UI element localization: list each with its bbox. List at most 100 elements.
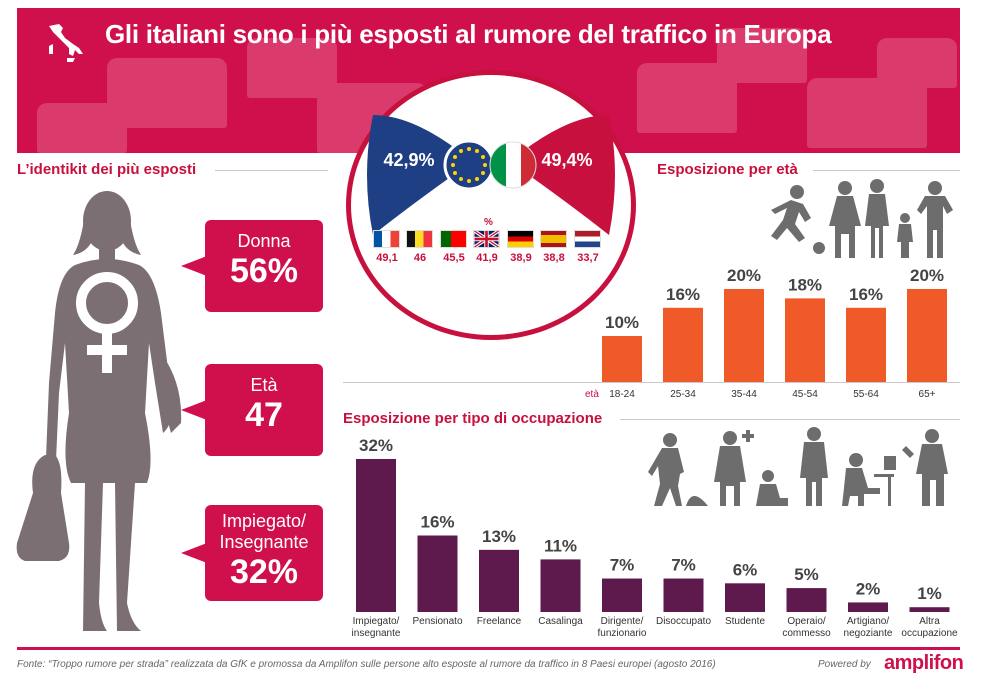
age-bar-value: 18% <box>788 275 822 294</box>
job-label-line1: Impiegato/ <box>221 511 307 531</box>
occupation-category-label: Pensionato <box>412 616 462 627</box>
netherlands-flag-icon <box>574 230 601 248</box>
age-divider <box>813 170 960 171</box>
occupation-category-label: Casalinga <box>538 616 583 627</box>
age-chart-title: Esposizione per età <box>657 161 798 178</box>
occupation-bar <box>417 535 458 612</box>
footer-divider <box>17 647 960 650</box>
occupation-bar-value: 7% <box>671 556 696 575</box>
country-value: 33,7 <box>577 252 599 264</box>
age-bar-value: 20% <box>910 266 944 285</box>
medical-cross-icon <box>742 430 754 442</box>
age-bar-value: 16% <box>849 285 883 304</box>
age-bar-chart: età 10% 18-24 16% 25-34 20% 35-44 18% 45-54 16% 55… <box>585 266 947 400</box>
occupation-bar <box>602 578 642 612</box>
man-icon <box>865 194 889 258</box>
occupation-chart-title: Esposizione per tipo di occupazione <box>343 410 603 427</box>
age-category-label: 65+ <box>919 389 936 400</box>
age-category-label: 45-54 <box>792 389 818 400</box>
job-value: 32% <box>229 553 299 591</box>
office-worker-icon <box>842 468 880 506</box>
occupation-bar <box>663 578 704 612</box>
gender-value: 56% <box>229 252 299 290</box>
belgium-flag-icon <box>406 230 433 248</box>
age-bar <box>663 307 703 383</box>
uk-flag-icon <box>473 230 500 248</box>
occupation-bar <box>909 607 950 612</box>
worker-icon <box>648 448 684 506</box>
occupation-bar-value: 16% <box>420 513 454 532</box>
age-category-label: 25-34 <box>670 389 696 400</box>
page-title: Gli italiani sono i più esposti al rumor… <box>105 19 832 49</box>
woman-silhouette-icon <box>16 191 182 631</box>
italy-flag-icon <box>489 141 537 189</box>
job-label-line2: Insegnante <box>219 532 309 552</box>
ball-icon <box>813 242 825 254</box>
country-value: 49,1 <box>376 252 398 264</box>
country-value: 38,8 <box>543 252 565 264</box>
occupation-bar-value: 1% <box>917 584 942 603</box>
occupation-category-label: Freelance <box>477 616 522 627</box>
crouching-person-icon <box>756 484 788 506</box>
occupation-category-label: Artigiano/negoziante <box>844 616 893 639</box>
occupation-category-label: Disoccupato <box>656 616 711 627</box>
identikit-title: L’identikit dei più esposti <box>17 161 197 178</box>
job-callout: Impiegato/ Insegnante 32% <box>181 505 323 601</box>
age-category-label: 35-44 <box>731 389 757 400</box>
age-category-label: 55-64 <box>853 389 879 400</box>
kid-kicking-icon <box>771 200 811 242</box>
spain-flag-icon <box>540 230 567 248</box>
source-note: Fonte: “Troppo rumore per strada” realiz… <box>17 659 716 670</box>
occupation-icons <box>648 427 948 506</box>
occupation-bar-value: 6% <box>733 560 758 579</box>
gender-callout: Donna 56% <box>181 220 323 312</box>
occupation-bar-value: 11% <box>544 536 577 555</box>
germany-flag-icon <box>507 230 534 248</box>
x-axis-label: età <box>585 389 599 400</box>
occupation-category-label: Altra occupazione <box>901 616 958 639</box>
age-bar-value: 20% <box>727 266 761 285</box>
occupation-category-label: Operaio/commesso <box>782 616 831 639</box>
elderly-icon <box>917 196 953 258</box>
occupation-bar-value: 2% <box>856 579 881 598</box>
comparison-shapes <box>367 115 615 235</box>
occupation-bar-chart: 32% Impiegato/insegnante 16% Pensionato 13% F… <box>352 436 958 639</box>
age-bar <box>846 307 886 383</box>
craftsman-icon <box>916 444 948 506</box>
age-value: 47 <box>245 396 283 434</box>
occupation-bar-value: 13% <box>482 527 516 546</box>
dirt-pile-icon <box>686 496 708 506</box>
age-bar-value: 10% <box>605 313 639 332</box>
occupation-bar <box>848 602 888 612</box>
country-value: 38,9 <box>510 252 532 264</box>
woman-icon <box>829 196 861 258</box>
france-flag-icon <box>373 230 400 248</box>
age-people-icons <box>771 179 953 258</box>
country-value: 41,9 <box>476 252 498 264</box>
age-bar <box>602 336 642 383</box>
amplifon-logo: amplifon <box>884 652 964 674</box>
country-value: 46 <box>413 252 427 264</box>
portugal-flag-icon <box>440 230 467 248</box>
percent-mark: % <box>484 217 493 228</box>
eu-italy-comparison <box>346 70 636 340</box>
wrench-icon <box>902 446 914 458</box>
occupation-bar <box>786 588 827 612</box>
age-bar <box>724 289 764 383</box>
age-bar <box>907 289 947 383</box>
occupation-bar-value: 32% <box>359 436 393 455</box>
occupation-bar <box>356 459 396 612</box>
occupation-bar <box>479 549 519 612</box>
eu-value: 42,9% <box>383 150 435 170</box>
age-bar-value: 16% <box>666 285 700 304</box>
age-callout: Età 47 <box>181 364 323 456</box>
country-value: 45,5 <box>443 252 465 264</box>
occupation-category-label: Impiegato/insegnante <box>352 616 401 639</box>
italy-value: 49,4% <box>541 150 593 170</box>
occupation-divider <box>620 419 960 420</box>
businessman-icon <box>800 442 828 506</box>
eu-stars <box>451 147 487 183</box>
doctor-icon <box>714 446 746 506</box>
age-category-label: 18-24 <box>609 389 635 400</box>
occupation-bar <box>540 559 581 612</box>
